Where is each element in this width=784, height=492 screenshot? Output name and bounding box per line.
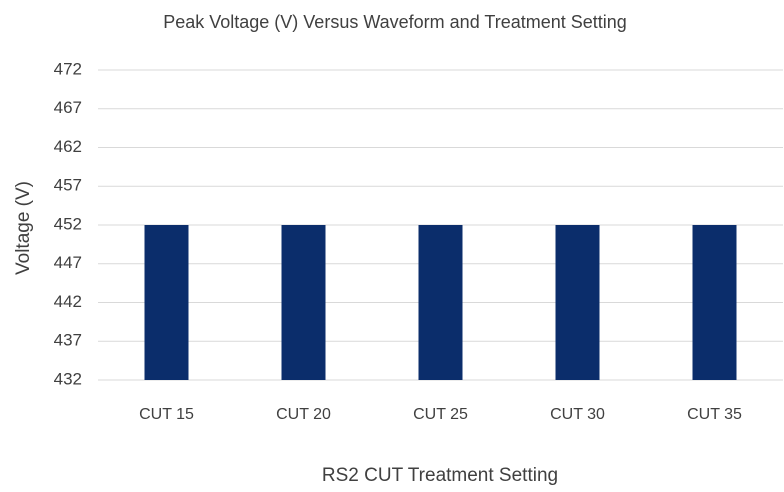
y-tick-label: 457 (54, 176, 82, 195)
x-axis-label: RS2 CUT Treatment Setting (322, 465, 558, 486)
y-tick-label: 472 (54, 59, 82, 78)
x-tick-label: CUT 25 (413, 406, 468, 423)
bar (418, 225, 463, 380)
y-axis-label: Voltage (V) (13, 181, 34, 275)
x-tick-label: CUT 15 (139, 406, 194, 423)
x-tick-label: CUT 20 (276, 406, 331, 423)
chart-title: Peak Voltage (V) Versus Waveform and Tre… (163, 12, 627, 32)
x-tick-label: CUT 35 (687, 406, 742, 423)
x-tick-label: CUT 30 (550, 406, 605, 423)
bar (281, 225, 326, 380)
y-tick-label: 432 (54, 369, 82, 388)
y-tick-label: 442 (54, 292, 82, 311)
bar (555, 225, 600, 380)
bar (692, 225, 737, 380)
y-tick-label: 437 (54, 331, 82, 350)
y-tick-label: 452 (54, 214, 82, 233)
y-tick-label: 462 (54, 137, 82, 156)
y-tick-label: 447 (54, 253, 82, 272)
bar (144, 225, 189, 380)
y-tick-label: 467 (54, 98, 82, 117)
